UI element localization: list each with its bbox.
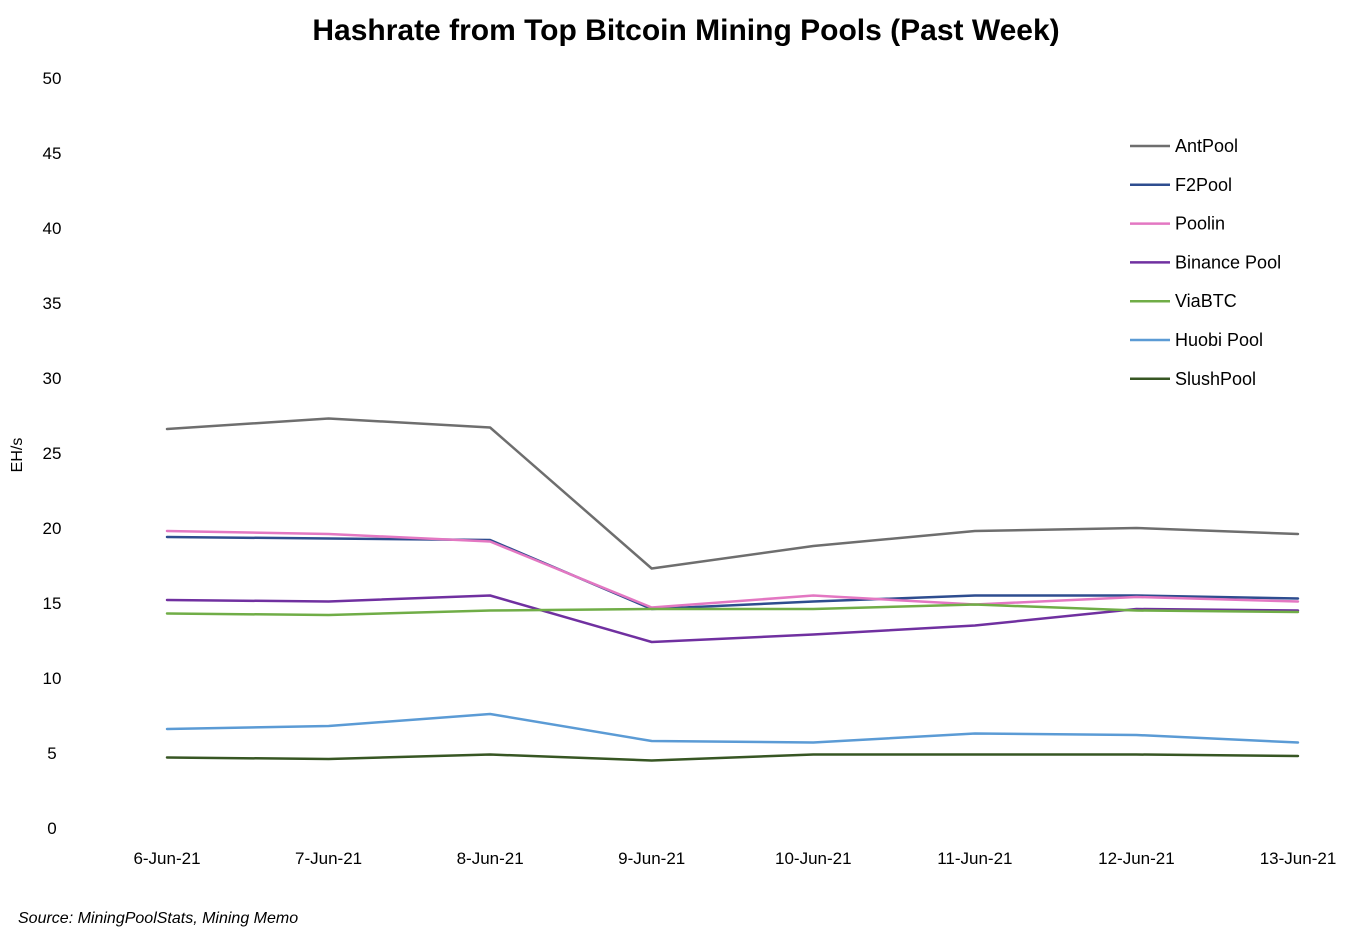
y-tick-label: 20 — [43, 519, 62, 538]
y-axis-label: EH/s — [9, 438, 26, 473]
y-tick-label: 50 — [43, 69, 62, 88]
source-note: Source: MiningPoolStats, Mining Memo — [18, 910, 298, 927]
x-tick-label: 8-Jun-21 — [457, 849, 524, 868]
y-tick-label: 10 — [43, 669, 62, 688]
x-tick-label: 13-Jun-21 — [1260, 849, 1337, 868]
series-lines — [165, 417, 1300, 762]
y-tick-label: 30 — [43, 369, 62, 388]
legend: AntPool F2Pool Poolin Binance Pool ViaBTC Huo… — [1130, 136, 1281, 389]
x-tick-label: 7-Jun-21 — [295, 849, 362, 868]
x-tick-label: 11-Jun-21 — [937, 849, 1012, 868]
y-tick-label: 25 — [43, 444, 62, 463]
y-tick-label: 15 — [43, 594, 62, 613]
y-tick-label: 0 — [47, 819, 56, 838]
legend-label: AntPool — [1175, 136, 1238, 156]
x-tick-label: 10-Jun-21 — [775, 849, 852, 868]
y-tick-label: 40 — [43, 219, 62, 238]
x-tick-label: 6-Jun-21 — [133, 849, 200, 868]
legend-label: ViaBTC — [1175, 291, 1237, 311]
legend-label: Huobi Pool — [1175, 330, 1263, 350]
series-line-binance-pool — [165, 594, 1300, 644]
chart-title: Hashrate from Top Bitcoin Mining Pools (… — [312, 14, 1059, 47]
series-line-huobi-pool — [165, 712, 1300, 744]
series-line-antpool — [165, 417, 1300, 570]
y-tick-label: 5 — [47, 744, 56, 763]
legend-label: SlushPool — [1175, 369, 1256, 389]
series-line-viabtc — [165, 603, 1300, 617]
x-tick-label: 12-Jun-21 — [1098, 849, 1175, 868]
y-tick-label: 45 — [43, 144, 62, 163]
legend-label: Poolin — [1175, 214, 1225, 234]
series-line-poolin — [165, 529, 1300, 609]
y-axis-ticks: 0 5 10 15 20 25 30 35 40 45 50 — [43, 69, 62, 838]
legend-label: F2Pool — [1175, 175, 1232, 195]
series-line-f2pool — [165, 535, 1300, 611]
y-tick-label: 35 — [43, 294, 62, 313]
x-axis-ticks: 6-Jun-21 7-Jun-21 8-Jun-21 9-Jun-21 10-Jun-2… — [133, 849, 1336, 868]
series-line-slushpool — [165, 753, 1300, 762]
x-tick-label: 9-Jun-21 — [618, 849, 685, 868]
legend-label: Binance Pool — [1175, 252, 1281, 272]
